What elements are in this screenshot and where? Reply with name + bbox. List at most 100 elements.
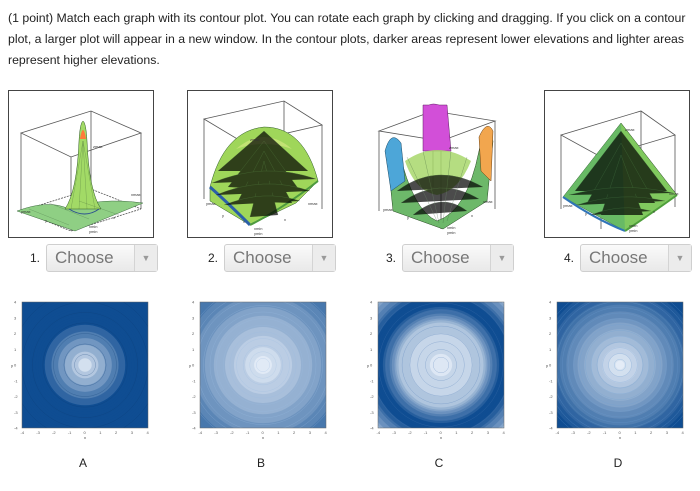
ymin-label: ymin [629,228,637,233]
y-tick-label: 4 [370,300,373,305]
x-tick-label: -2 [52,430,56,435]
y-tick-label: -1 [14,378,18,383]
y-tick-label: -4 [370,426,374,431]
contour-label-c: C [434,456,444,470]
contour-line [590,335,650,395]
surface-graph-2[interactable]: zmax xmax ymax y x xmin ymin [187,90,333,238]
contour-line [378,302,504,428]
plot-frame [377,301,505,429]
ymin-label: ymin [254,231,262,236]
contour-plot-d[interactable]: -4 -4 -3 -3 -2 -2 -1 -1 0 0 1 1 2 2 3 3 4 4 x y [545,296,691,444]
contour-band [260,362,266,368]
ymax-label: ymax [563,203,573,208]
surface-graph-4[interactable]: zmax xmax ymax y x xmin ymin [544,90,690,238]
y-tick-label: -3 [549,410,553,415]
graph-4-selector-row: 4. Choose ▼ [564,244,693,272]
select-label: Choose [411,248,470,267]
x-tick-label: 2 [471,430,474,435]
contour-line [425,349,457,381]
x-axis-label: x [653,209,655,214]
graph-4-select[interactable]: Choose ▼ [580,244,693,272]
y-tick-label: -1 [370,378,374,383]
contour-line [573,318,667,412]
y-tick-label: 2 [14,331,17,336]
xmax-label: xmax [131,192,141,197]
contour-plot-b[interactable]: -4 -4 -3 -3 -2 -2 -1 -1 0 0 1 1 2 2 3 3 4 4 x y [188,296,334,444]
x-tick-label: 4 [503,430,506,435]
graph-3-select[interactable]: Choose ▼ [402,244,515,272]
y-axis-name: y [189,363,191,368]
contour-line [32,312,138,418]
x-tick-label: 0 [84,430,87,435]
zmax-label: zmax [625,127,635,132]
contour-plot-c[interactable]: -4 -4 -3 -3 -2 -2 -1 -1 0 0 1 1 2 2 3 3 4 4 x y [366,296,512,444]
plot-frame [199,301,327,429]
contour-line [401,325,481,405]
x-tick-label: 0 [262,430,265,435]
contour-line [203,305,323,425]
contour-line [63,343,107,387]
xmax-label: xmax [669,191,679,196]
x-tick-label: -1 [246,430,250,435]
x-tick-label: 2 [115,430,118,435]
chevron-down-icon: ▼ [490,245,514,271]
y-tick-label: -2 [14,394,18,399]
chevron-down-icon: ▼ [134,245,158,271]
y-tick-label: -4 [192,426,196,431]
contour-svg: -4-4 -3 -3 -2 -2 -1 -1 0 0 1 1 2 2 3 3 4 4 x y [189,300,328,441]
surface-graph-3[interactable]: zmax xmax ymax y x xmin ymin [366,90,512,238]
graph-1-selector-row: 1. Choose ▼ [30,244,159,272]
y-tick-label: 1 [14,347,17,352]
contour-plot-a[interactable]: -4 -4 -3 -3 -2 -2 -1 -1 0 0 1 1 2 2 3 3 4 4 x y [10,296,156,444]
zmax-label: zmax [449,145,459,150]
y-tick-label: -1 [549,378,553,383]
y-tick-label: 3 [549,315,552,320]
x-tick-label: -2 [587,430,591,435]
graph-2-select[interactable]: Choose ▼ [224,244,337,272]
y-tick-label: 0 [192,363,195,368]
contour-line [585,330,655,400]
select-label: Choose [589,248,648,267]
graph-2-selector-row: 2. Choose ▼ [208,244,337,272]
contour-band [438,362,444,368]
x-tick-label: 2 [293,430,296,435]
ymin-label: ymin [447,230,455,235]
graph-3-selector-row: 3. Choose ▼ [386,244,515,272]
contour-line [614,359,626,371]
contour-label-a: A [78,456,87,470]
x-tick-label: 1 [99,430,102,435]
contour-line [394,318,488,412]
x-axis-name: x [440,435,442,440]
surface-graph-1[interactable]: zmax xmax ymax y x xmin ymin [8,90,154,238]
x-tick-label: -3 [36,430,40,435]
x-tick-label: 0 [440,430,443,435]
contour-line [602,347,638,383]
y-tick-label: 0 [14,363,17,368]
y-tick-label: 3 [14,315,17,320]
contour-line [417,341,465,389]
y-tick-label: 0 [549,363,552,368]
x-tick-label: -3 [214,430,218,435]
graph-1-select[interactable]: Choose ▼ [46,244,159,272]
contour-line [249,351,277,379]
y-axis-name: y [11,363,13,368]
graph-3-number: 3. [386,251,397,265]
contour-band [82,362,88,368]
y-tick-label: 4 [549,300,552,305]
y-tick-label: 1 [370,347,373,352]
ymax-label: ymax [383,207,393,212]
x-tick-label: -1 [68,430,72,435]
contour-svg: -4-4 -3 -3 -2 -2 -1 -1 0 0 1 1 2 2 3 3 4 4 x y [367,300,506,441]
select-label: Choose [55,248,114,267]
zmax-label: zmax [250,137,260,142]
graph-2-number: 2. [208,251,219,265]
ymin-label: ymin [89,229,97,234]
contour-line [42,322,128,408]
contour-line [256,358,270,372]
contour-line [216,318,310,412]
x-tick-label: 1 [277,430,280,435]
graph-1-number: 1. [30,251,41,265]
contour-line [74,354,96,376]
contour-line [579,324,661,406]
x-axis-label: x [284,217,286,222]
